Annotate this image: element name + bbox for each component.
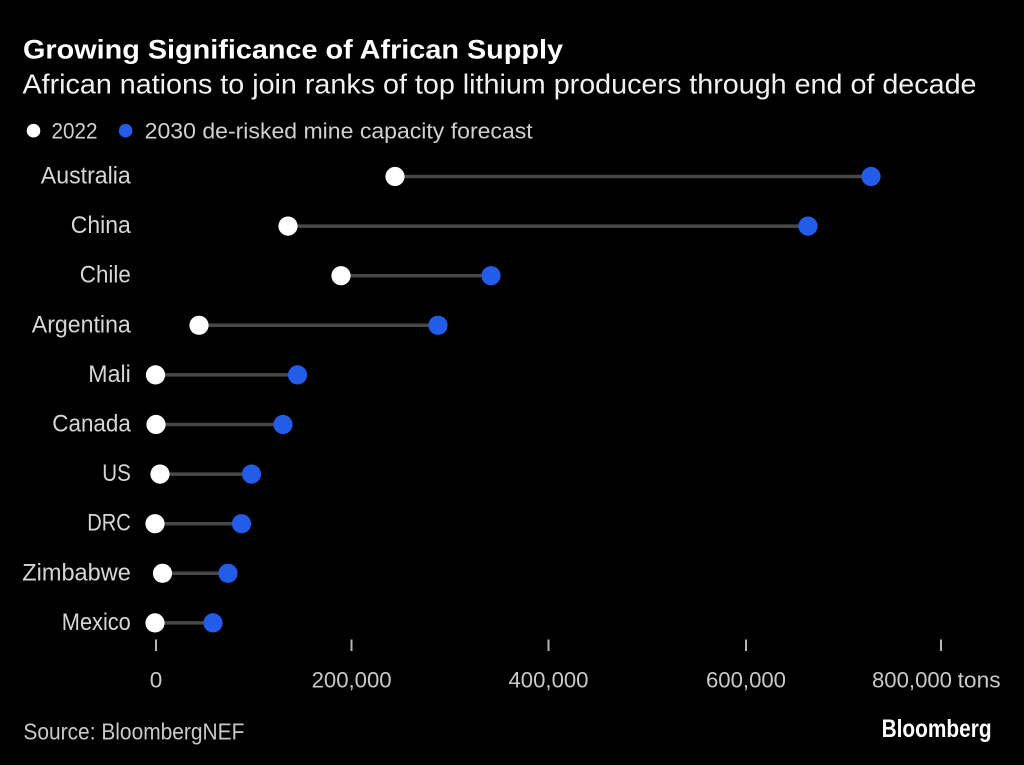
svg-text:600,000: 600,000 bbox=[706, 667, 786, 692]
svg-text:Argentina: Argentina bbox=[32, 311, 132, 338]
svg-text:400,000: 400,000 bbox=[509, 667, 589, 692]
svg-text:Zimbabwe: Zimbabwe bbox=[22, 559, 131, 586]
svg-text:African nations to join ranks: African nations to join ranks of top lit… bbox=[23, 69, 977, 100]
svg-text:DRC: DRC bbox=[87, 510, 131, 537]
svg-text:US: US bbox=[102, 460, 131, 487]
svg-text:2030 de-risked mine capacity f: 2030 de-risked mine capacity forecast bbox=[145, 119, 533, 144]
svg-text:Canada: Canada bbox=[52, 411, 131, 438]
svg-text:Source: BloombergNEF: Source: BloombergNEF bbox=[23, 719, 244, 745]
svg-text:0: 0 bbox=[150, 667, 163, 692]
svg-text:Growing Significance of Africa: Growing Significance of African Supply bbox=[23, 35, 563, 65]
svg-text:tons: tons bbox=[958, 667, 1001, 692]
svg-text:China: China bbox=[71, 212, 132, 239]
svg-text:200,000: 200,000 bbox=[312, 667, 392, 692]
svg-text:Australia: Australia bbox=[41, 163, 132, 190]
svg-text:Bloomberg: Bloomberg bbox=[882, 715, 992, 743]
svg-text:Chile: Chile bbox=[80, 262, 131, 289]
svg-text:Mexico: Mexico bbox=[62, 609, 131, 636]
svg-text:800,000: 800,000 bbox=[872, 667, 952, 692]
svg-text:Mali: Mali bbox=[88, 361, 131, 388]
svg-text:2022: 2022 bbox=[52, 119, 98, 144]
